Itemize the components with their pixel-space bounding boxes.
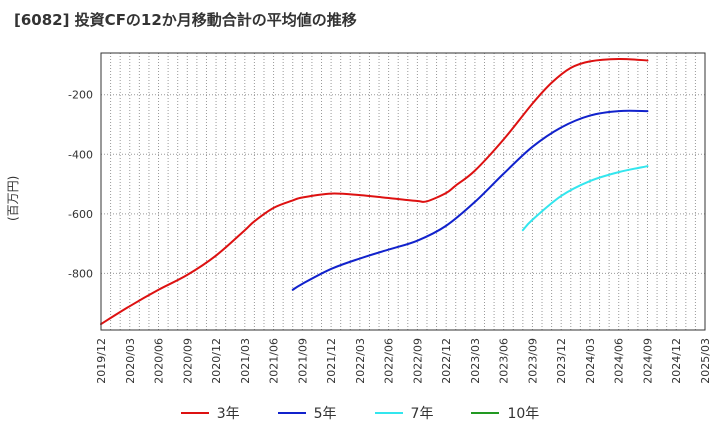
x-tick-label: 2025/03 (699, 338, 712, 384)
x-tick-label: 2021/09 (296, 338, 309, 384)
legend-label-3y: 3年 (216, 406, 240, 422)
y-tick-label: -800 (68, 267, 93, 280)
legend-label-7y: 7年 (410, 406, 434, 422)
y-tick-label: -600 (68, 208, 93, 221)
x-tick-label: 2024/03 (584, 338, 597, 384)
legend-swatch-10y (471, 412, 500, 414)
chart-title: [6082] 投資CFの12か月移動合計の平均値の推移 (14, 11, 357, 29)
x-tick-label: 2022/06 (383, 338, 396, 384)
x-tick-label: 2022/03 (354, 338, 367, 384)
x-tick-label: 2021/03 (239, 338, 252, 384)
x-tick-label: 2024/12 (670, 338, 683, 384)
x-tick-label: 2023/06 (498, 338, 511, 384)
legend-item-3y: 3年 (180, 403, 240, 423)
series-line-1 (291, 109, 649, 291)
x-tick-label: 2022/09 (411, 338, 424, 384)
legend-label-5y: 5年 (313, 406, 337, 422)
plot-frame (100, 52, 706, 331)
legend-item-7y: 7年 (374, 403, 434, 423)
x-tick-label: 2024/06 (613, 338, 626, 384)
gridlines (100, 53, 706, 330)
y-tick-label: -400 (68, 148, 93, 161)
legend-swatch-3y (180, 412, 209, 414)
legend-item-10y: 10年 (471, 403, 539, 423)
x-tick-label: 2024/09 (641, 338, 654, 384)
x-tick-label: 2020/06 (153, 338, 166, 384)
x-tick-label: 2019/12 (95, 338, 108, 384)
x-tick-label: 2020/09 (181, 338, 194, 384)
legend: 3年 5年 7年 10年 (0, 403, 720, 423)
x-tick-label: 2020/12 (210, 338, 223, 384)
legend-item-5y: 5年 (277, 403, 337, 423)
y-tick-label: -200 (68, 89, 93, 102)
series-lines (100, 57, 649, 326)
x-tick-label: 2023/12 (555, 338, 568, 384)
x-tick-label: 2021/06 (268, 338, 281, 384)
series-line-2 (521, 165, 649, 232)
x-tick-label: 2023/03 (469, 338, 482, 384)
x-tick-label: 2021/12 (325, 338, 338, 384)
legend-swatch-5y (277, 412, 306, 414)
legend-label-10y: 10年 (507, 406, 540, 422)
x-tick-label: 2020/03 (124, 338, 137, 384)
x-axis-ticks: 2019/12 2020/03 2020/06 2020/09 2020/12 2021/… (95, 338, 712, 384)
x-tick-label: 2022/12 (440, 338, 453, 384)
series-line-0 (100, 57, 649, 326)
x-tick-label: 2023/09 (526, 338, 539, 384)
y-axis-ticks: -200 -400 -600 -800 (68, 89, 93, 281)
legend-swatch-7y (374, 412, 403, 414)
